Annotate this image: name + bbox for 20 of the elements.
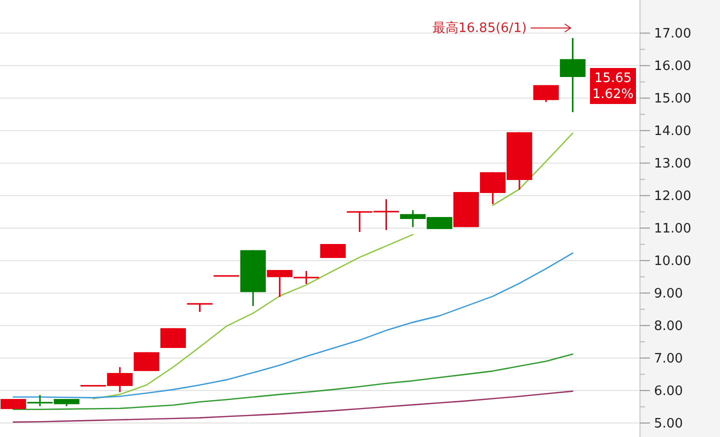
y-tick-label: 11.00 — [654, 222, 692, 237]
y-tick-label: 8.00 — [654, 319, 683, 334]
y-tick-label: 5.00 — [654, 416, 683, 432]
y-tick-label: 12.00 — [654, 189, 692, 204]
y-tick-label: 10.00 — [654, 254, 692, 270]
y-tick-label: 15.00 — [654, 92, 692, 107]
y-tick-label: 6.00 — [654, 384, 683, 400]
text: 15.65 — [594, 71, 632, 86]
y-tick-label: 9.00 — [654, 286, 683, 302]
text: 1.62% — [592, 87, 634, 102]
y-tick-label: 14.00 — [654, 124, 692, 140]
line-series — [12, 390, 574, 423]
y-tick-label: 13.00 — [654, 156, 692, 172]
y-tick-label: 16.00 — [654, 59, 692, 74]
y-tick-label: 17.00 — [654, 26, 692, 42]
line-series — [12, 252, 574, 398]
annotation: 最高16.85(6/1) — [432, 20, 527, 36]
candlestick — [294, 270, 320, 285]
y-tick-label: 7.00 — [654, 352, 683, 367]
line-series — [12, 354, 574, 410]
